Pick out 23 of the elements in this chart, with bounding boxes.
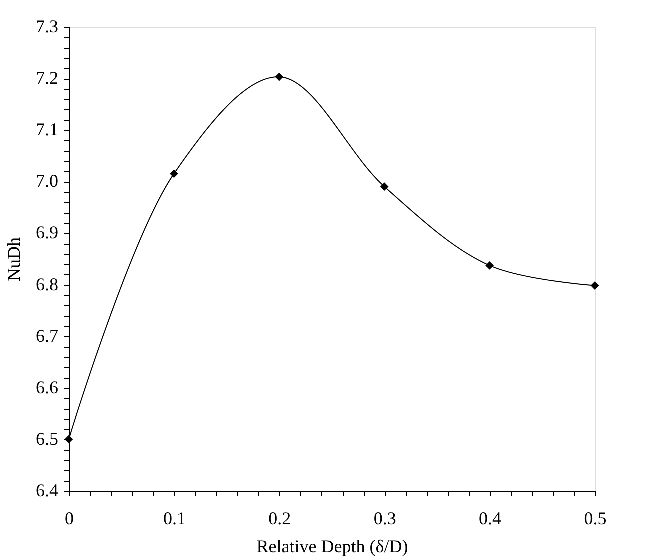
y-tick-label: 6.4	[36, 480, 58, 500]
x-tick-label: 0	[65, 508, 74, 528]
y-axis-title: NuDh	[4, 238, 24, 282]
x-tick-label: 0.3	[374, 508, 396, 528]
point	[486, 262, 494, 270]
y-tick-label: 6.8	[36, 274, 58, 294]
point	[590, 282, 600, 290]
point	[380, 182, 389, 192]
y-tick-label: 7.0	[36, 171, 58, 192]
y-tick-label: 7.2	[36, 68, 58, 88]
x-tick-label: 0.2	[268, 508, 292, 528]
y-tick-label: 7.3	[36, 16, 58, 36]
y-tick-label: 6.9	[36, 222, 58, 243]
x-axis-title: Relative Depth (δ/D)	[256, 536, 408, 556]
point	[275, 72, 284, 82]
y-tick-label: 6.6	[36, 377, 58, 398]
y-tick-label: 6.7	[36, 326, 58, 346]
x-tick-label: 0.1	[163, 508, 186, 528]
y-tick-label: 6.5	[36, 428, 58, 449]
x-tick-label: 0.4	[479, 508, 502, 528]
x-tick-label: 0.5	[584, 508, 607, 528]
point	[170, 170, 178, 178]
y-tick-label: 7.1	[36, 120, 58, 140]
